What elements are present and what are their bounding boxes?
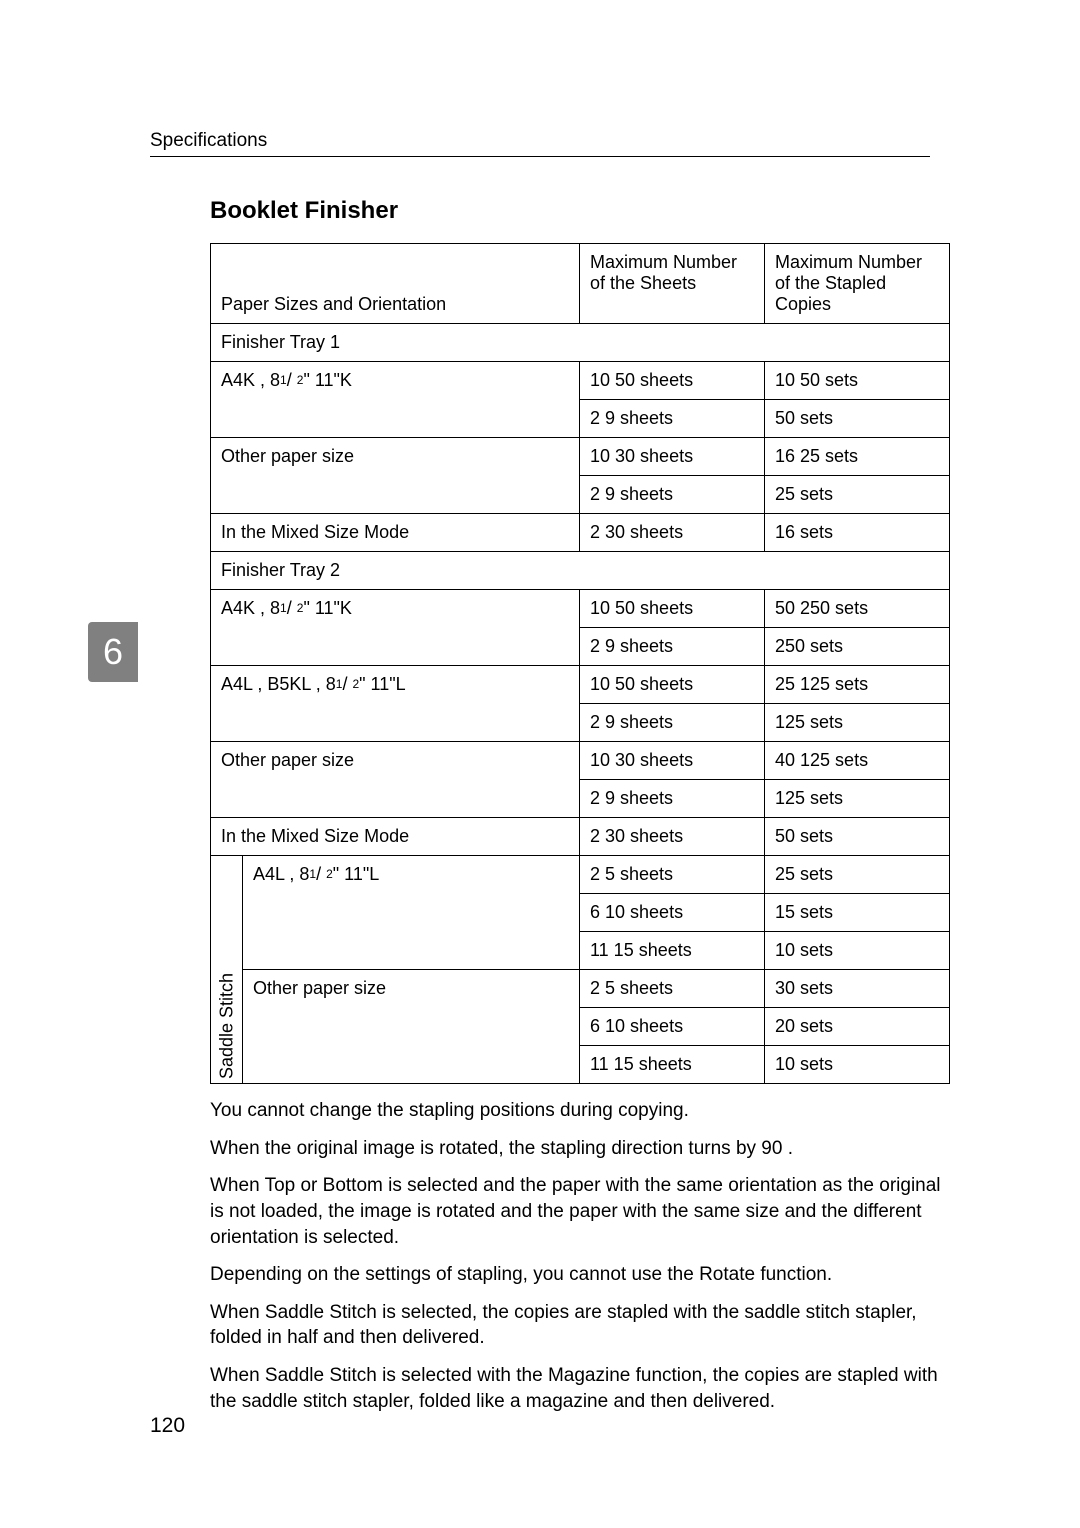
note-text: When Top or Bottom is selected and the p…: [210, 1173, 950, 1250]
cell-copies: 25 sets: [765, 476, 950, 514]
table-row: Other paper size 10 30 sheets 40 125 set…: [211, 742, 950, 780]
cell-sheets: 10 50 sheets: [580, 666, 765, 704]
row-label: Other paper size: [243, 970, 580, 1084]
row-label: Other paper size: [211, 438, 580, 514]
table-row: Other paper size 10 30 sheets 16 25 sets: [211, 438, 950, 476]
running-header: Specifications: [150, 130, 930, 157]
cell-sheets: 2 9 sheets: [580, 780, 765, 818]
table-row: Other paper size 2 5 sheets 30 sets: [211, 970, 950, 1008]
row-label: In the Mixed Size Mode: [211, 818, 580, 856]
table-header-row: Paper Sizes and Orientation Maximum Numb…: [211, 244, 950, 324]
table-row: A4L , B5KL , 81/ 2" 11"L 10 50 sheets 25…: [211, 666, 950, 704]
col-sheets: Maximum Number of the Sheets: [580, 244, 765, 324]
page-number: 120: [150, 1414, 185, 1438]
col-copies: Maximum Number of the Stapled Copies: [765, 244, 950, 324]
cell-copies: 30 sets: [765, 970, 950, 1008]
row-label: A4K , 81/ 2" 11"K: [211, 362, 580, 438]
cell-copies: 50 sets: [765, 818, 950, 856]
cell-copies: 25 125 sets: [765, 666, 950, 704]
cell-sheets: 10 30 sheets: [580, 742, 765, 780]
group-label: Finisher Tray 2: [211, 552, 950, 590]
row-label: In the Mixed Size Mode: [211, 514, 580, 552]
row-label: A4L , B5KL , 81/ 2" 11"L: [211, 666, 580, 742]
page: Specifications Booklet Finisher Paper Si…: [0, 0, 1080, 1528]
cell-sheets: 2 9 sheets: [580, 704, 765, 742]
cell-copies: 10 sets: [765, 1046, 950, 1084]
cell-copies: 20 sets: [765, 1008, 950, 1046]
cell-copies: 50 250 sets: [765, 590, 950, 628]
cell-copies: 15 sets: [765, 894, 950, 932]
cell-copies: 250 sets: [765, 628, 950, 666]
cell-sheets: 10 50 sheets: [580, 590, 765, 628]
row-label: A4K , 81/ 2" 11"K: [211, 590, 580, 666]
cell-sheets: 11 15 sheets: [580, 932, 765, 970]
cell-sheets: 2 9 sheets: [580, 476, 765, 514]
group-saddle: Saddle Stitch: [211, 856, 243, 1084]
cell-copies: 16 sets: [765, 514, 950, 552]
cell-copies: 10 50 sets: [765, 362, 950, 400]
cell-sheets: 6 10 sheets: [580, 1008, 765, 1046]
row-label: Other paper size: [211, 742, 580, 818]
section-title: Booklet Finisher: [210, 197, 930, 225]
group-tray2: Finisher Tray 2: [211, 552, 950, 590]
cell-sheets: 2 30 sheets: [580, 514, 765, 552]
note-text: You cannot change the stapling positions…: [210, 1098, 950, 1124]
table-row: Saddle Stitch A4L , 81/ 2" 11"L 2 5 shee…: [211, 856, 950, 894]
cell-copies: 10 sets: [765, 932, 950, 970]
group-tray1: Finisher Tray 1: [211, 324, 950, 362]
chapter-tab: 6: [88, 622, 138, 682]
table-row: A4K , 81/ 2" 11"K 10 50 sheets 50 250 se…: [211, 590, 950, 628]
table-row: A4K , 81/ 2" 11"K 10 50 sheets 10 50 set…: [211, 362, 950, 400]
cell-sheets: 2 5 sheets: [580, 856, 765, 894]
cell-sheets: 2 5 sheets: [580, 970, 765, 1008]
col-paper: Paper Sizes and Orientation: [211, 244, 580, 324]
cell-sheets: 6 10 sheets: [580, 894, 765, 932]
cell-sheets: 10 30 sheets: [580, 438, 765, 476]
cell-copies: 125 sets: [765, 704, 950, 742]
note-text: When Saddle Stitch is selected, the copi…: [210, 1300, 950, 1351]
cell-sheets: 2 9 sheets: [580, 400, 765, 438]
note-text: When the original image is rotated, the …: [210, 1136, 950, 1162]
spec-table: Paper Sizes and Orientation Maximum Numb…: [210, 243, 950, 1084]
cell-sheets: 11 15 sheets: [580, 1046, 765, 1084]
table-row: In the Mixed Size Mode 2 30 sheets 16 se…: [211, 514, 950, 552]
group-label: Finisher Tray 1: [211, 324, 950, 362]
cell-sheets: 10 50 sheets: [580, 362, 765, 400]
cell-copies: 50 sets: [765, 400, 950, 438]
note-text: When Saddle Stitch is selected with the …: [210, 1363, 950, 1414]
note-text: Depending on the settings of stapling, y…: [210, 1262, 950, 1288]
notes: You cannot change the stapling positions…: [210, 1098, 950, 1414]
cell-copies: 25 sets: [765, 856, 950, 894]
cell-sheets: 2 9 sheets: [580, 628, 765, 666]
chapter-number: 6: [103, 631, 123, 673]
cell-copies: 125 sets: [765, 780, 950, 818]
row-label: A4L , 81/ 2" 11"L: [243, 856, 580, 970]
header-text: Specifications: [150, 130, 267, 151]
table-row: In the Mixed Size Mode 2 30 sheets 50 se…: [211, 818, 950, 856]
cell-copies: 16 25 sets: [765, 438, 950, 476]
cell-sheets: 2 30 sheets: [580, 818, 765, 856]
cell-copies: 40 125 sets: [765, 742, 950, 780]
